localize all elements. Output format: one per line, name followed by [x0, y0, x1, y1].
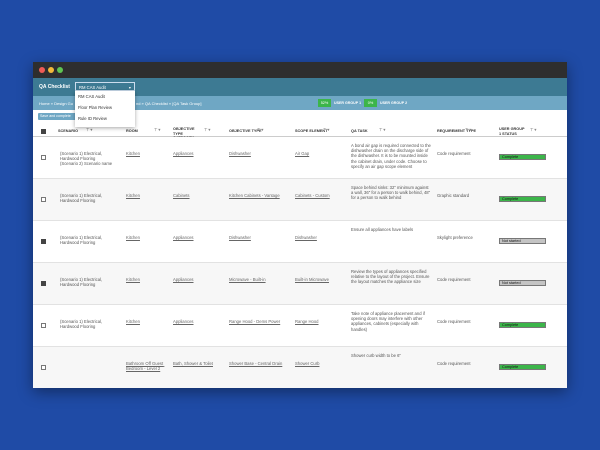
breadcrumb[interactable]: nd » QA Checklist » [QA Task Group]: [136, 101, 202, 106]
cell-link[interactable]: Kitchen: [126, 319, 140, 324]
cell-link[interactable]: Appliances: [173, 277, 194, 282]
column-header: REQUIREMENT TYPE: [437, 129, 477, 133]
cell-link[interactable]: Bathroom Off Guest Bedroom - Level 2: [126, 361, 165, 372]
cell-link[interactable]: Shower Curb: [295, 361, 320, 366]
cell-link[interactable]: Appliances: [173, 235, 194, 240]
cell-text: (Scenario 1) Electrical, Hardwood Floori…: [60, 235, 104, 246]
column-filter[interactable]: ⊤ ▾: [204, 128, 211, 132]
row-checkbox[interactable]: [41, 155, 46, 160]
column-header: ROOM: [126, 129, 138, 133]
table-row: [33, 305, 567, 347]
progress-label: USER GROUP 1: [334, 101, 362, 105]
cell-text: A bond air gap is required connected to …: [351, 143, 431, 169]
minimize-button[interactable]: [48, 67, 54, 73]
checklist-table: SCENARIO⊤ ▾ROOM⊤ ▾OBJECTIVE TYPE CATEGOR…: [33, 125, 567, 388]
cell-text: Take note of appliance placement and if …: [351, 311, 426, 332]
cell-link[interactable]: Dishwasher: [229, 235, 251, 240]
column-header: SCOPE ELEMENT: [295, 129, 328, 133]
cell-text: (Scenario 1) Electrical, Hardwood Floori…: [60, 193, 104, 204]
cell-link[interactable]: Kitchen Cabinets - Vantage: [229, 193, 280, 198]
cell-text: Code requirement: [437, 277, 471, 282]
column-header: SCENARIO: [58, 129, 79, 133]
cell-text: Skylight preference: [437, 235, 473, 240]
column-filter[interactable]: ⊤ ▾: [530, 128, 537, 132]
column-header: QA TASK: [351, 129, 368, 133]
dropdown-menu: RM CAS Audit Floor Plan Review Rule ID Rev…: [75, 91, 135, 127]
cell-text: Graphic standard: [437, 193, 470, 198]
column-filter[interactable]: ⊤ ▾: [154, 128, 161, 132]
table-row: [33, 263, 567, 305]
column-filter[interactable]: ⊤ ▾: [323, 128, 330, 132]
cell-link[interactable]: Kitchen: [126, 277, 140, 282]
cell-link[interactable]: Range Hood - Dems Power: [229, 319, 281, 324]
cell-link[interactable]: Dishwasher: [295, 235, 317, 240]
row-checkbox[interactable]: [41, 323, 46, 328]
menu-item[interactable]: RM CAS Audit: [78, 94, 105, 99]
status-select[interactable]: Not started: [499, 280, 546, 286]
cell-text: Ensure all appliances have labels: [351, 227, 414, 232]
column-filter[interactable]: ⊤ ▾: [379, 128, 386, 132]
status-select[interactable]: Complete: [499, 154, 546, 160]
cell-link[interactable]: Air Gap: [295, 151, 310, 156]
header-row: [33, 125, 567, 137]
select-all-checkbox[interactable]: [41, 128, 46, 134]
cell-link[interactable]: Built-in Microwave: [295, 277, 329, 282]
menu-item[interactable]: Floor Plan Review: [78, 105, 112, 110]
row-checkbox[interactable]: [41, 281, 46, 286]
close-button[interactable]: [39, 67, 45, 73]
row-checkbox[interactable]: [41, 365, 46, 370]
cell-link[interactable]: Dishwasher: [229, 151, 251, 156]
app-window: QA Checklist Home » Design Gu nd » QA Ch…: [33, 62, 567, 388]
menu-item[interactable]: Rule ID Review: [78, 116, 107, 121]
cell-text: (Scenario 1) Electrical, Hardwood Floori…: [60, 277, 104, 288]
table-row: [33, 137, 567, 179]
cell-link[interactable]: Appliances: [173, 151, 194, 156]
column-header: USER GROUP 1 STATUS: [499, 127, 525, 136]
progress-badge: 0%: [364, 99, 377, 107]
row-checkbox[interactable]: [41, 239, 46, 244]
cell-text: Code requirement: [437, 319, 471, 324]
status-select[interactable]: Complete: [499, 322, 546, 328]
cell-link[interactable]: Cabinets: [173, 193, 190, 198]
status-select[interactable]: Complete: [499, 196, 546, 202]
cell-link[interactable]: Bath, Shower & Toilet: [173, 361, 213, 366]
row-checkbox[interactable]: [41, 197, 46, 202]
dropdown-value: RM CAS Audit: [79, 85, 106, 90]
progress-badge: 52%: [318, 99, 331, 107]
cell-link[interactable]: Range Hood: [295, 319, 319, 324]
table-row: [33, 179, 567, 221]
progress-label: USER GROUP 2: [380, 101, 408, 105]
checklist-dropdown[interactable]: RM CAS Audit ▾: [75, 82, 135, 91]
cell-text: Space behind sinks: 32" minimum against …: [351, 185, 432, 201]
column-header: OBJECTIVE TYPE: [229, 129, 262, 133]
cell-text: (Scenario 1) Electrical, Hardwood Floori…: [60, 319, 104, 330]
cell-text: Shower curb width to be 6": [351, 353, 401, 358]
breadcrumb-bar: Home » Design Gu nd » QA Checklist » [QA…: [33, 96, 567, 110]
status-select[interactable]: Complete: [499, 364, 546, 370]
cell-link[interactable]: Microwave - Built-in: [229, 277, 266, 282]
column-filter[interactable]: ⊤ ▾: [257, 128, 264, 132]
app-title: QA Checklist: [39, 84, 70, 90]
cell-link[interactable]: Kitchen: [126, 235, 140, 240]
cell-link[interactable]: Kitchen: [126, 193, 140, 198]
title-bar: [33, 62, 567, 78]
cell-link[interactable]: Appliances: [173, 319, 194, 324]
table-row: [33, 347, 567, 388]
header-bar: QA Checklist: [33, 78, 567, 96]
cell-text: Code requirement: [437, 151, 471, 156]
column-filter[interactable]: ⊤ ▾: [86, 128, 93, 132]
cell-text: Review the types of appliances specified…: [351, 269, 431, 285]
cell-link[interactable]: Shower Base - Central Drain: [229, 361, 283, 366]
status-select[interactable]: Not started: [499, 238, 546, 244]
save-button[interactable]: Save and complete: [38, 113, 82, 120]
breadcrumb[interactable]: Home » Design Gu: [39, 101, 74, 106]
cell-link[interactable]: Cabinets - Custom: [295, 193, 330, 198]
column-filter[interactable]: ⊤ ▾: [465, 128, 472, 132]
cell-text: (Scenario 1) Electrical, Hardwood Floori…: [60, 151, 113, 167]
cell-text: Code requirement: [437, 361, 471, 366]
table-row: [33, 221, 567, 263]
cell-link[interactable]: Kitchen: [126, 151, 140, 156]
maximize-button[interactable]: [57, 67, 63, 73]
